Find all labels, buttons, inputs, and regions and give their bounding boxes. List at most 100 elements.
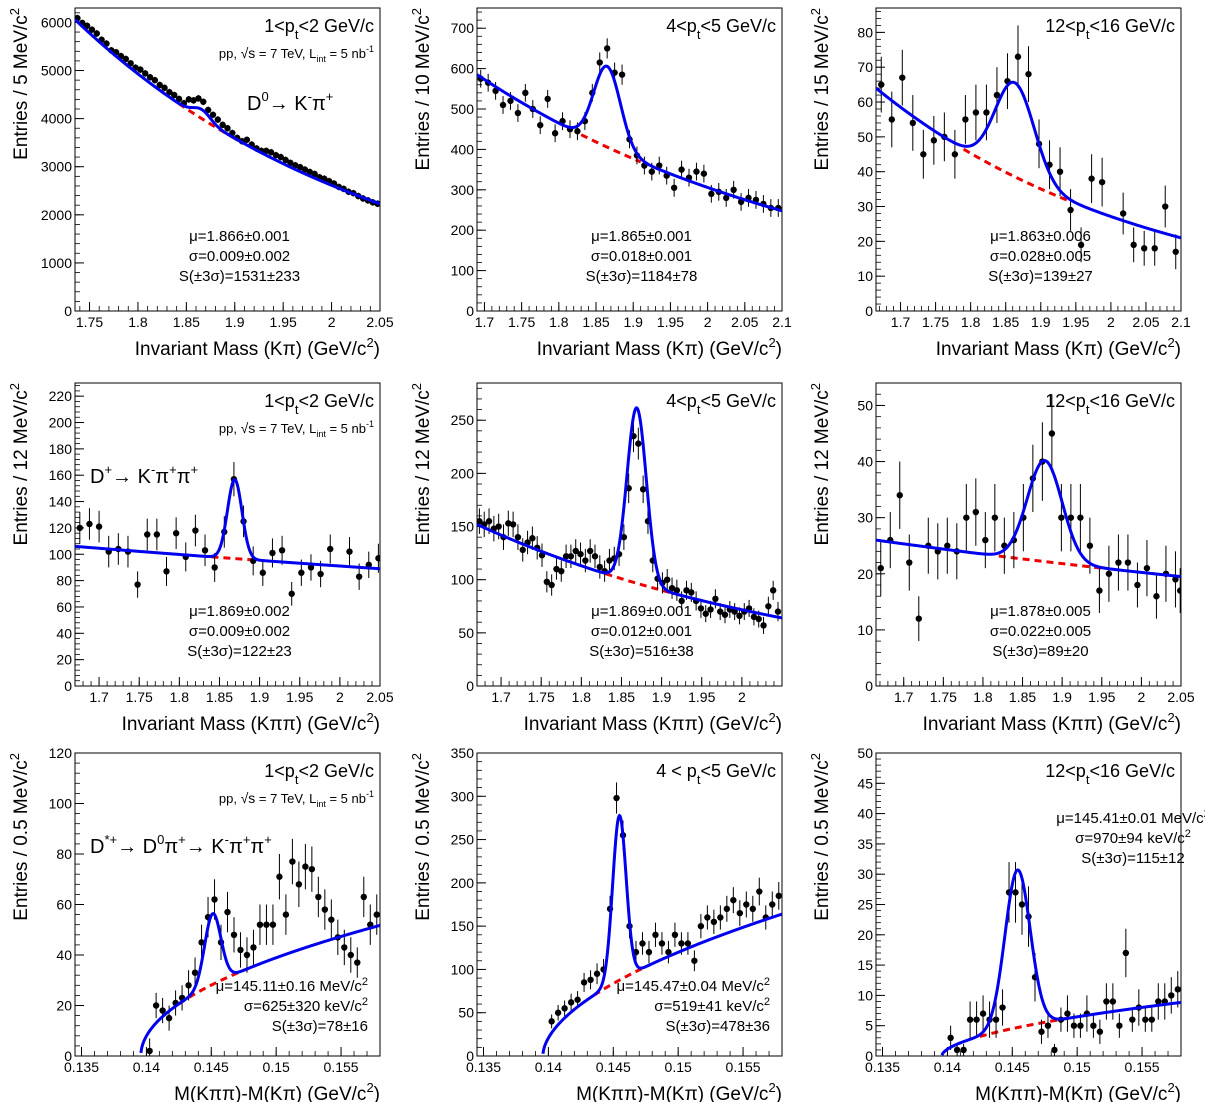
y-tick-label: 100: [451, 572, 475, 588]
y-tick-label: 100: [451, 263, 475, 279]
x-axis-title: M(Kππ)-M(Kπ) (GeV/c2): [975, 1080, 1181, 1102]
y-tick-label: 200: [49, 415, 73, 431]
data-point: [586, 547, 594, 555]
data-point: [664, 576, 671, 583]
data-point: [878, 81, 885, 88]
data-point: [1124, 559, 1132, 566]
data-point: [721, 611, 729, 618]
y-tick-label: 2000: [41, 207, 72, 223]
data-point: [301, 166, 309, 173]
x-tick-label: 1.8: [549, 314, 569, 330]
data-point: [613, 794, 620, 802]
y-tick-label: 350: [451, 745, 475, 761]
data-point: [282, 156, 289, 164]
x-tick-label: 2: [328, 314, 336, 330]
x-tick-label: 1.9: [623, 314, 643, 330]
y-tick-label: 0: [466, 303, 474, 319]
fit-stat-line: σ=970±94 keV/c2: [1075, 828, 1191, 847]
panel-dplus-high: 0 10 20 30 40 50 1.7 1.75 1.8 1.85 1.9 1.95 2 2.05 Inv…: [808, 382, 1195, 735]
data-point: [548, 1018, 555, 1025]
fit-stat-line: σ=0.009±0.002: [189, 623, 290, 640]
y-axis-title: Entries / 0.5 MeV/c2: [808, 753, 833, 921]
y-tick-label: 0: [64, 303, 72, 319]
panel-dstar-low: 0 20 40 60 80 100 120 0.135 0.14 0.145 0.15 0.155 M(…: [7, 745, 381, 1102]
y-tick-label: 150: [451, 519, 475, 535]
y-axis-title: Entries / 10 MeV/c2: [409, 8, 434, 170]
plot-frame: [476, 7, 783, 312]
data-point: [278, 547, 286, 554]
data-point: [543, 578, 551, 586]
x-tick-label: 2.1: [1171, 314, 1191, 330]
y-tick-label: 25: [857, 897, 873, 913]
background-fit-curve: [998, 554, 1102, 570]
data-point: [1130, 241, 1137, 249]
data-point: [596, 59, 603, 66]
data-point: [678, 166, 685, 173]
data-point: [1140, 245, 1148, 252]
y-tick-label: 70: [857, 59, 873, 75]
fit-stat-line: S(±3σ)=139±27: [988, 268, 1093, 285]
y-tick-label: 40: [857, 806, 873, 822]
data-point: [1115, 559, 1122, 566]
data-point: [756, 888, 763, 895]
x-axis-title: M(Kππ)-M(Kπ) (GeV/c2): [174, 1080, 380, 1102]
data-point: [1025, 70, 1032, 78]
data-point: [982, 536, 989, 544]
data-point: [514, 109, 522, 117]
data-point: [1103, 998, 1110, 1005]
data-point: [906, 559, 913, 566]
fit-stat-line: S(±3σ)=89±20: [992, 643, 1088, 660]
plot-area: [139, 838, 380, 1056]
data-point: [88, 26, 96, 33]
data-point: [151, 76, 159, 84]
x-tick-label: 1.85: [206, 689, 233, 705]
y-tick-label: 0: [466, 678, 474, 694]
x-tick-label: 1.8: [973, 689, 993, 705]
x-tick-label: 2.05: [366, 314, 393, 330]
data-point: [963, 514, 970, 521]
y-tick-label: 120: [49, 745, 73, 761]
y-tick-label: 20: [857, 566, 873, 582]
data-point: [1119, 210, 1127, 217]
data-point: [1044, 1022, 1052, 1029]
data-point: [1174, 986, 1181, 993]
data-point: [620, 533, 628, 541]
data-point: [134, 581, 141, 588]
x-tick-label: 1.95: [657, 314, 684, 330]
data-point: [250, 944, 257, 951]
y-tick-label: 250: [451, 832, 475, 848]
data-point: [1098, 178, 1106, 186]
data-point: [553, 565, 560, 573]
background-fit-curve: [979, 1016, 1071, 1038]
x-tick-label: 2.05: [731, 314, 758, 330]
y-tick-label: 30: [857, 510, 873, 526]
x-tick-label: 1.9: [652, 689, 672, 705]
data-point: [360, 893, 367, 901]
x-tick-label: 1.75: [528, 689, 555, 705]
data-point: [697, 922, 705, 930]
x-tick-label: 2.1: [772, 314, 792, 330]
fit-stat-line: μ=1.869±0.001: [591, 603, 692, 620]
data-point: [152, 1002, 160, 1009]
data-point: [760, 622, 767, 629]
data-point: [930, 137, 938, 144]
background-fit-curve: [962, 147, 1070, 203]
plot-area: [477, 38, 782, 217]
data-point: [175, 95, 183, 103]
data-point: [603, 45, 611, 52]
data-point: [495, 523, 502, 530]
fit-stat-line: S(±3σ)=122±23: [187, 643, 292, 660]
fit-stat-line: μ=1.869±0.002: [189, 603, 290, 620]
fit-stat-line: σ=0.012±0.001: [591, 623, 692, 640]
y-tick-label: 80: [857, 24, 873, 40]
data-point: [1129, 1016, 1136, 1023]
x-tick-label: 2.05: [1132, 314, 1159, 330]
data-point: [485, 518, 493, 525]
y-tick-label: 50: [458, 625, 474, 641]
fit-stat-line: S(±3σ)=1184±78: [586, 268, 698, 285]
data-point: [683, 587, 690, 594]
y-tick-label: 35: [857, 836, 873, 852]
data-point: [347, 951, 354, 959]
plot-frame: [875, 382, 1182, 687]
data-point: [289, 858, 296, 865]
